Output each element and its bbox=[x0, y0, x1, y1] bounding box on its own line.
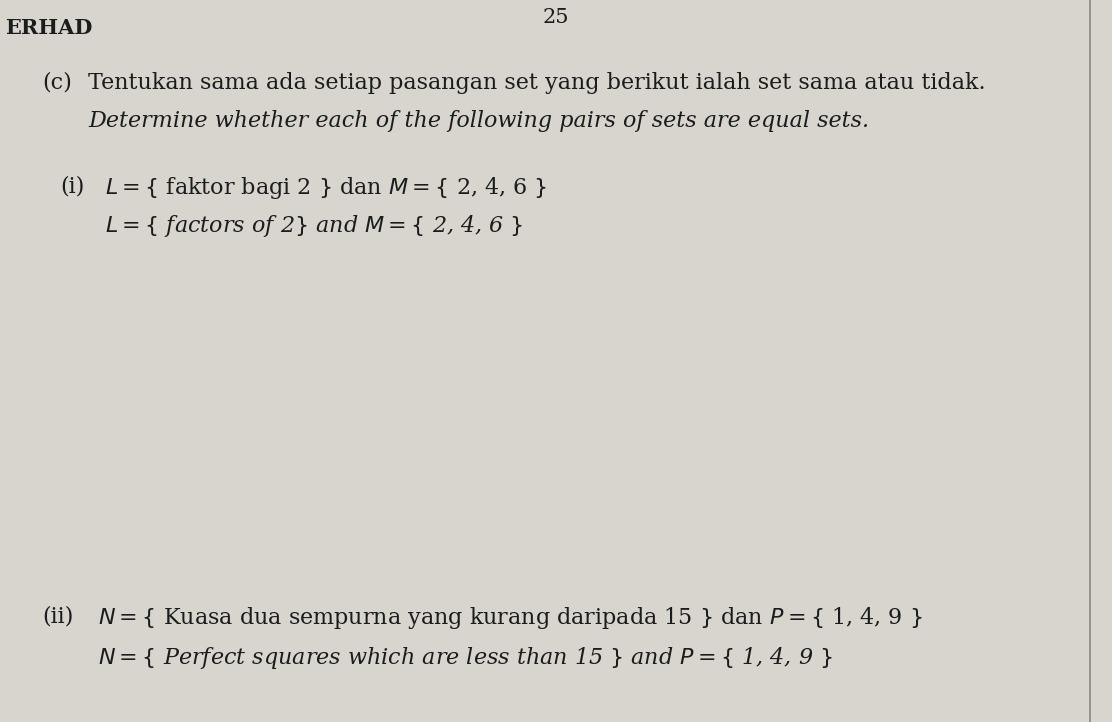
Text: $L = \{$ faktor bagi 2 $\}$ dan $M = \{$ 2, 4, 6 $\}$: $L = \{$ faktor bagi 2 $\}$ dan $M = \{$… bbox=[105, 175, 547, 201]
Text: $N = \{$ Kuasa dua sempurna yang kurang daripada 15 $\}$ dan $P = \{$ 1, 4, 9 $\: $N = \{$ Kuasa dua sempurna yang kurang … bbox=[98, 605, 923, 631]
Text: Tentukan sama ada setiap pasangan set yang berikut ialah set sama atau tidak.: Tentukan sama ada setiap pasangan set ya… bbox=[88, 72, 985, 94]
Text: $N = \{$ Perfect squares which are less than 15 $\}$ and $P = \{$ 1, 4, 9 $\}$: $N = \{$ Perfect squares which are less … bbox=[98, 645, 833, 671]
Text: ERHAD: ERHAD bbox=[4, 18, 92, 38]
Text: $L = \{$ factors of 2$\}$ and $M = \{$ 2, 4, 6 $\}$: $L = \{$ factors of 2$\}$ and $M = \{$ 2… bbox=[105, 213, 524, 239]
Text: 25: 25 bbox=[543, 8, 569, 27]
Text: (ii): (ii) bbox=[42, 605, 73, 627]
Text: (c): (c) bbox=[42, 72, 72, 94]
Text: (i): (i) bbox=[60, 175, 85, 197]
Text: Determine whether each of the following pairs of sets are equal sets.: Determine whether each of the following … bbox=[88, 110, 870, 132]
